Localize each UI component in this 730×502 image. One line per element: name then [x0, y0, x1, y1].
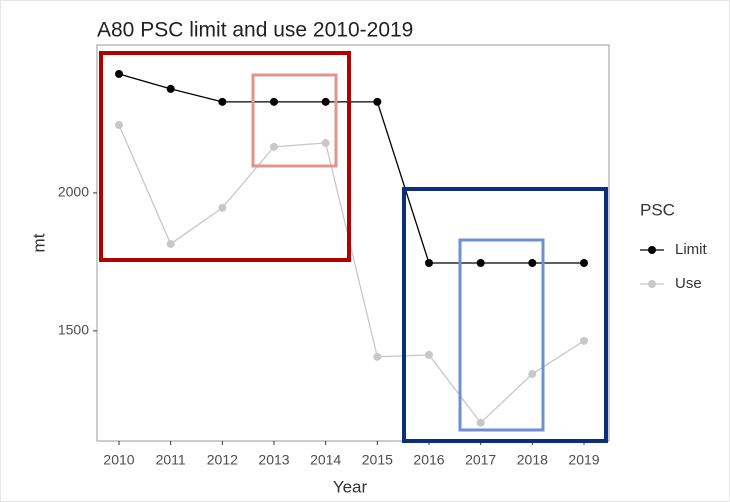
data-point — [528, 259, 537, 268]
x-tick-label: 2016 — [413, 452, 444, 468]
highlight-box — [458, 238, 545, 432]
data-point — [166, 84, 175, 93]
legend-title: PSC — [640, 200, 675, 219]
highlight-box — [402, 187, 608, 443]
x-tick-label: 2012 — [207, 452, 238, 468]
data-point — [270, 97, 278, 106]
data-point — [476, 259, 485, 268]
x-tick-label: 2014 — [310, 452, 341, 468]
data-point — [321, 138, 330, 147]
data-point — [115, 69, 123, 78]
data-point — [373, 97, 382, 106]
data-point — [425, 350, 433, 359]
y-tick-label: 1500 — [58, 322, 89, 338]
x-tick-label: 2018 — [517, 452, 548, 468]
data-point — [528, 369, 537, 378]
data-point — [115, 121, 123, 130]
legend-swatch — [648, 246, 656, 254]
x-tick-label: 2017 — [465, 452, 496, 468]
legend-label: Limit — [675, 241, 708, 258]
data-point — [373, 352, 382, 361]
data-point — [166, 239, 175, 248]
highlight-box — [99, 51, 351, 262]
data-point — [270, 142, 278, 151]
chart-title: A80 PSC limit and use 2010-2019 — [97, 19, 413, 42]
data-point — [218, 97, 227, 106]
x-tick-label: 2011 — [156, 452, 186, 468]
data-point — [476, 418, 485, 427]
legend-label: Use — [675, 275, 702, 292]
data-point — [218, 203, 227, 212]
series-line — [118, 73, 584, 264]
x-tick-label: 2019 — [568, 452, 599, 468]
data-point — [580, 336, 588, 345]
data-point — [321, 97, 330, 106]
y-axis-label: mt — [29, 233, 48, 252]
highlight-box — [251, 73, 338, 168]
data-point — [580, 259, 588, 268]
legend-swatch — [648, 280, 656, 288]
y-tick-label: 2000 — [58, 184, 89, 200]
x-tick-label: 2015 — [362, 452, 393, 468]
x-tick-label: 2013 — [258, 452, 289, 468]
plot-panel — [96, 44, 610, 442]
data-point — [425, 259, 433, 268]
x-tick-label: 2010 — [103, 452, 134, 468]
series-line — [118, 124, 585, 424]
x-axis-label: Year — [333, 477, 368, 496]
